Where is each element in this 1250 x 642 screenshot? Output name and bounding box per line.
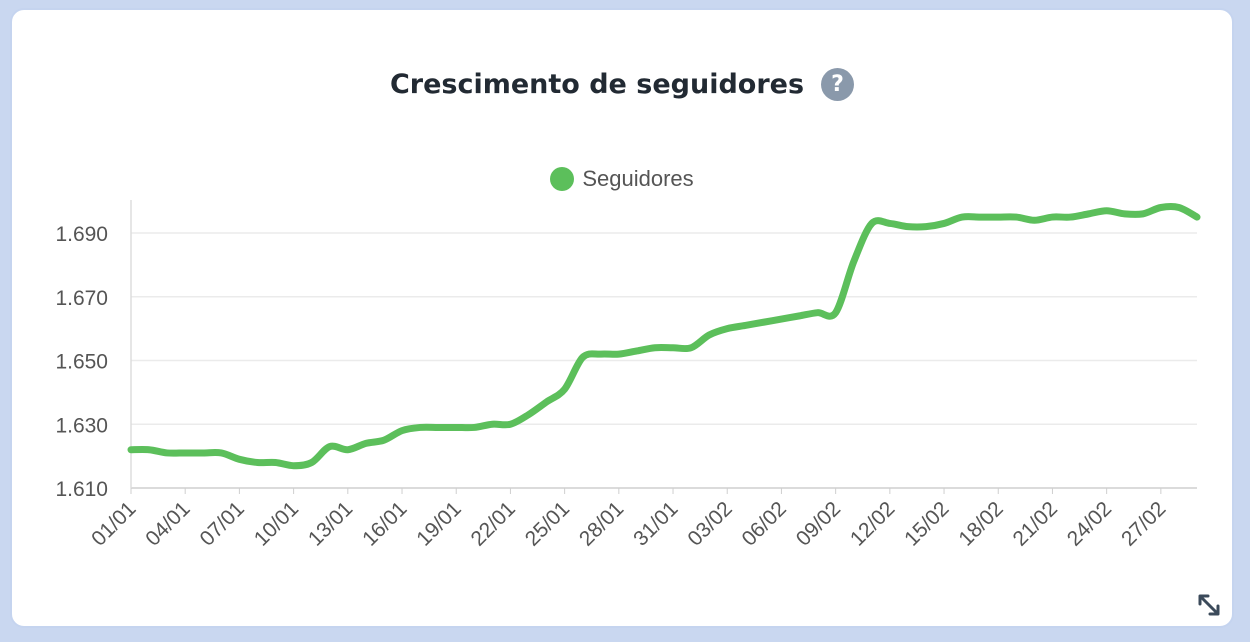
x-tick-label: 13/01 — [304, 497, 357, 550]
x-tick-label: 10/01 — [250, 497, 303, 550]
series-line-seguidores — [127, 203, 1201, 470]
y-tick-label: 1.690 — [55, 223, 108, 246]
question-circle-icon[interactable]: ? — [821, 68, 855, 101]
x-tick-label: 19/01 — [412, 497, 465, 550]
x-tick-label: 27/02 — [1117, 497, 1170, 550]
x-tick-label: 21/02 — [1009, 497, 1062, 550]
legend-marker — [550, 167, 575, 191]
x-tick-label: 12/02 — [846, 497, 899, 550]
background-strip — [1046, 0, 1250, 8]
x-tick-label: 15/02 — [900, 497, 953, 550]
x-tick-label: 18/02 — [954, 497, 1007, 550]
x-tick-label: 01/01 — [87, 497, 140, 550]
x-tick-label: 16/01 — [358, 497, 411, 550]
y-tick-label: 1.670 — [55, 287, 108, 310]
chart-title: Crescimento de seguidores — [389, 69, 805, 100]
x-tick-label: 28/01 — [575, 497, 628, 550]
chart-header: Crescimento de seguidores ? — [12, 68, 1232, 101]
y-tick-label: 1.650 — [55, 351, 108, 374]
x-tick-label: 06/02 — [738, 497, 791, 550]
legend-label: Seguidores — [582, 166, 694, 191]
x-tick-label: 03/02 — [683, 497, 736, 550]
x-tick-label: 31/01 — [629, 497, 682, 550]
x-tick-label: 07/01 — [196, 497, 249, 550]
y-tick-label: 1.610 — [55, 478, 108, 501]
expand-diagonal-icon[interactable] — [1196, 592, 1222, 618]
x-tick-label: 25/01 — [521, 497, 574, 550]
y-tick-label: 1.630 — [55, 414, 108, 437]
x-tick-label: 24/02 — [1063, 497, 1116, 550]
x-tick-label: 22/01 — [467, 497, 520, 550]
x-tick-label: 09/02 — [792, 497, 845, 550]
x-tick-label: 04/01 — [141, 497, 194, 550]
chart-card: Crescimento de seguidores ? Seguidores — [10, 8, 1234, 628]
chart-legend[interactable]: Seguidores — [12, 166, 1232, 192]
